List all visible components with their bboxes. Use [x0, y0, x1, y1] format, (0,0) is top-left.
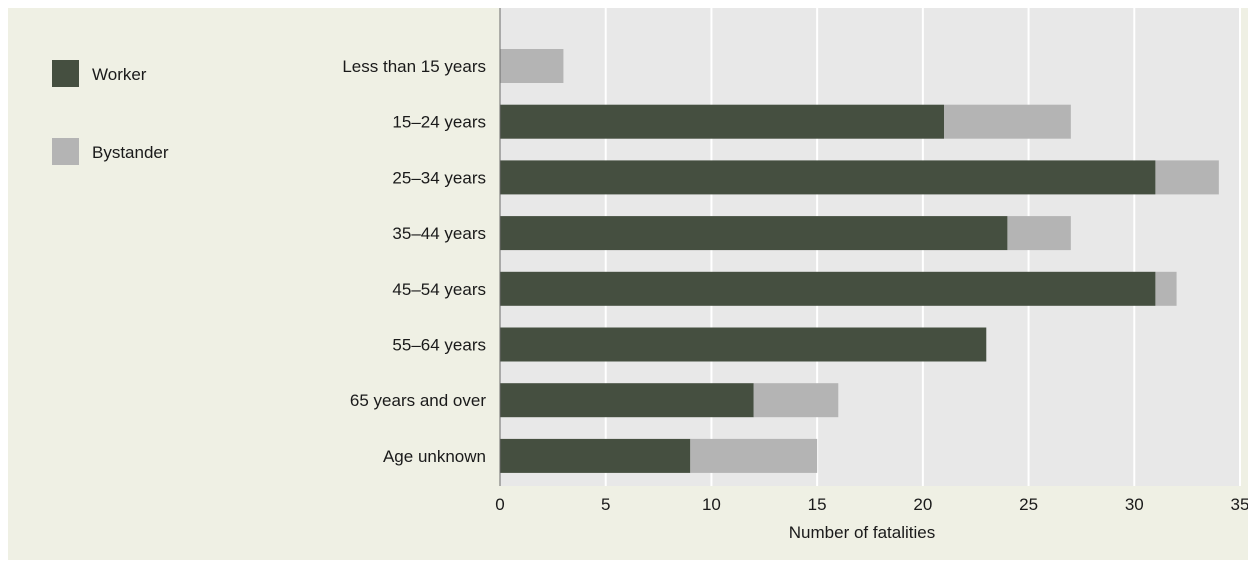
- y-tick-labels: Less than 15 years 15–24 years 25–34 years…: [342, 57, 486, 466]
- y-tick-label-6: 65 years and over: [350, 391, 486, 410]
- y-tick-label-0: Less than 15 years: [342, 57, 486, 76]
- y-tick-label-5: 55–64 years: [392, 336, 486, 355]
- bar-worker-5: [500, 327, 987, 362]
- bars: [499, 8, 1219, 486]
- bar-bystander-2: [1155, 160, 1219, 195]
- x-tick-label-5: 25: [1019, 495, 1038, 514]
- bar-worker-6: [500, 383, 754, 418]
- bar-bystander-7: [690, 438, 818, 473]
- x-tick-label-0: 0: [495, 495, 504, 514]
- bar-chart: Less than 15 years 15–24 years 25–34 years…: [52, 8, 1248, 542]
- bar-bystander-3: [1007, 216, 1071, 251]
- legend-swatch-worker: [52, 60, 79, 87]
- bar-bystander-0: [500, 49, 564, 83]
- x-axis-label: Number of fatalities: [789, 523, 935, 542]
- y-tick-label-1: 15–24 years: [392, 113, 486, 132]
- bar-worker-1: [500, 104, 944, 139]
- bar-bystander-1: [944, 104, 1071, 139]
- x-tick-label-3: 15: [808, 495, 827, 514]
- legend-swatch-bystander: [52, 138, 79, 165]
- x-tick-label-1: 5: [601, 495, 610, 514]
- x-tick-label-4: 20: [913, 495, 932, 514]
- bar-worker-3: [500, 216, 1008, 251]
- bar-bystander-6: [753, 383, 839, 418]
- legend-label-bystander: Bystander: [92, 143, 169, 162]
- bar-worker-2: [500, 160, 1156, 195]
- y-tick-label-4: 45–54 years: [392, 280, 486, 299]
- legend: Worker Bystander: [52, 60, 169, 165]
- x-tick-label-7: 35: [1231, 495, 1248, 514]
- bar-bystander-4: [1155, 271, 1177, 306]
- bar-worker-4: [500, 271, 1156, 306]
- y-tick-label-2: 25–34 years: [392, 168, 486, 187]
- x-tick-label-2: 10: [702, 495, 721, 514]
- legend-label-worker: Worker: [92, 65, 147, 84]
- x-tick-label-6: 30: [1125, 495, 1144, 514]
- x-tick-labels: 0 5 10 15 20 25 30 35: [495, 495, 1248, 514]
- y-tick-label-3: 35–44 years: [392, 224, 486, 243]
- chart-container: Less than 15 years 15–24 years 25–34 years…: [8, 8, 1248, 560]
- bar-worker-7: [500, 438, 691, 473]
- y-tick-label-7: Age unknown: [383, 447, 486, 466]
